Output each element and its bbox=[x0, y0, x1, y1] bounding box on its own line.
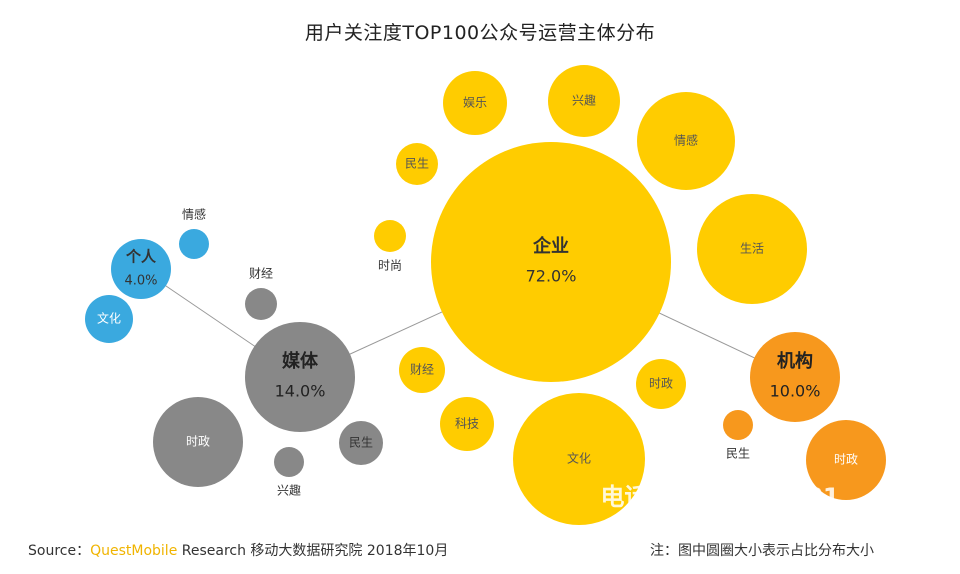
child-label: 兴趣 bbox=[277, 483, 301, 498]
group-label: 机构 bbox=[777, 350, 813, 372]
child-bubble bbox=[548, 65, 620, 137]
child-bubble bbox=[245, 288, 277, 320]
group-bubble bbox=[431, 142, 671, 382]
child-bubble bbox=[697, 194, 807, 304]
group-bubble bbox=[111, 239, 171, 299]
child-label: 民生 bbox=[405, 157, 429, 171]
child-bubble bbox=[399, 347, 445, 393]
group-value: 14.0% bbox=[275, 382, 326, 401]
child-label: 民生 bbox=[726, 447, 750, 461]
watermark: 电话：153****2381 bbox=[600, 483, 839, 511]
child-label: 情感 bbox=[182, 207, 206, 222]
child-label: 文化 bbox=[567, 451, 591, 466]
child-label: 民生 bbox=[349, 436, 373, 450]
child-bubble bbox=[637, 92, 735, 190]
child-bubble bbox=[85, 295, 133, 343]
child-label: 兴趣 bbox=[572, 93, 596, 108]
child-label: 情感 bbox=[674, 133, 698, 148]
child-label: 娱乐 bbox=[463, 96, 487, 110]
child-label: 时尚 bbox=[378, 259, 402, 273]
child-bubble bbox=[339, 421, 383, 465]
group-bubble bbox=[750, 332, 840, 422]
source-prefix: Source： bbox=[28, 543, 91, 559]
group-value: 4.0% bbox=[124, 274, 157, 289]
child-bubble bbox=[443, 71, 507, 135]
child-bubble bbox=[153, 397, 243, 487]
child-bubble bbox=[636, 359, 686, 409]
child-label: 科技 bbox=[455, 417, 479, 431]
source-line: Source：QuestMobile Research 移动大数据研究院 201… bbox=[28, 540, 448, 560]
child-bubble bbox=[513, 393, 645, 525]
child-label: 文化 bbox=[97, 311, 121, 326]
child-label: 生活 bbox=[740, 242, 764, 256]
child-bubble bbox=[396, 143, 438, 185]
group-label: 媒体 bbox=[282, 350, 319, 372]
group-value: 72.0% bbox=[526, 267, 577, 286]
child-bubble bbox=[806, 420, 886, 500]
chart-title: 用户关注度TOP100公众号运营主体分布 bbox=[304, 22, 656, 44]
group-label: 个人 bbox=[125, 248, 157, 266]
child-label: 财经 bbox=[249, 267, 273, 281]
source-brand: QuestMobile bbox=[90, 543, 178, 559]
child-label: 财经 bbox=[410, 363, 434, 377]
child-label: 时政 bbox=[186, 435, 210, 449]
footnote: 注：图中圆圈大小表示占比分布大小 bbox=[650, 543, 874, 559]
group-bubble bbox=[245, 322, 355, 432]
source-rest: Research 移动大数据研究院 2018年10月 bbox=[177, 543, 449, 559]
child-bubble bbox=[440, 397, 494, 451]
child-label: 时政 bbox=[834, 453, 858, 467]
child-bubble bbox=[179, 229, 209, 259]
group-label: 企业 bbox=[532, 235, 569, 257]
child-bubble bbox=[374, 220, 406, 252]
child-bubble bbox=[723, 410, 753, 440]
child-bubble bbox=[274, 447, 304, 477]
child-label: 时政 bbox=[649, 377, 673, 391]
group-value: 10.0% bbox=[770, 382, 821, 401]
